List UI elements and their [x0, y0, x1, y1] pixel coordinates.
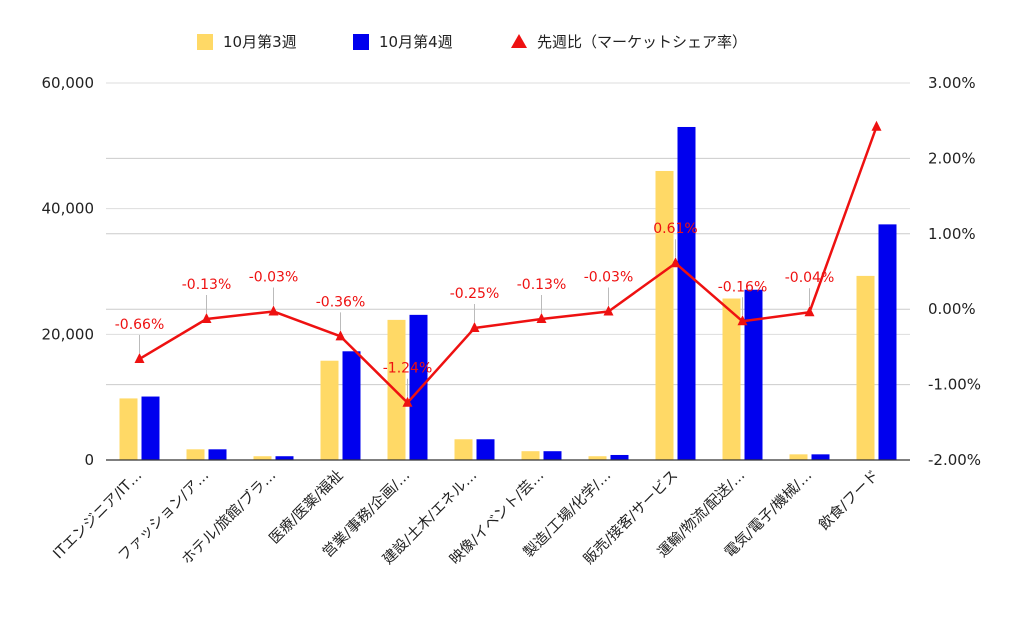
y-right-tick-label: -1.00% [928, 376, 981, 394]
bar [789, 454, 808, 460]
data-label: -0.36% [316, 294, 366, 310]
bar [253, 456, 272, 460]
triangle-marker [603, 305, 614, 316]
bar [119, 398, 138, 460]
bar [588, 456, 607, 460]
triangle-marker [536, 313, 547, 324]
bar [744, 289, 763, 460]
triangle-marker [804, 306, 815, 317]
triangle-marker [871, 120, 882, 131]
bar [186, 449, 205, 460]
bar [543, 451, 562, 460]
bar [409, 314, 428, 460]
triangle-marker [268, 305, 279, 316]
legend-triangle-icon [511, 34, 527, 48]
y-right-tick-label: 1.00% [928, 225, 976, 243]
y-right-tick-label: 3.00% [928, 74, 976, 92]
bar [722, 298, 741, 460]
bar [342, 351, 361, 460]
bar [476, 439, 495, 460]
legend: 10月第3週 10月第4週 先週比（マーケットシェア率） [197, 33, 747, 51]
bar [320, 360, 339, 460]
y-left-tick-label: 0 [84, 451, 94, 469]
triangle-marker [670, 257, 681, 268]
data-label: -0.13% [182, 277, 232, 293]
bar [610, 454, 629, 460]
data-label: 0.61% [653, 221, 697, 237]
bar [208, 449, 227, 460]
bar [454, 439, 473, 460]
legend-swatch [197, 34, 213, 50]
bar [141, 396, 160, 460]
data-label: -0.04% [785, 270, 835, 286]
bar [521, 451, 540, 460]
triangle-marker [201, 313, 212, 324]
share-line-path [138, 126, 878, 404]
bar [677, 126, 696, 460]
bar [856, 275, 875, 460]
legend-label: 10月第4週 [379, 33, 453, 51]
legend-label: 先週比（マーケットシェア率） [537, 33, 747, 51]
triangle-marker [469, 322, 480, 333]
axes: -2.00% -1.00% 0.00% 1.00% 2.00% 3.00% 0 20,000 4… [42, 74, 982, 568]
data-label: -0.13% [517, 277, 567, 293]
bar [387, 319, 406, 460]
y-right-tick-label: 0.00% [928, 300, 976, 318]
data-label: -0.16% [718, 279, 768, 295]
x-tick-label: 飲食/フード [816, 467, 883, 534]
legend-label: 10月第3週 [223, 33, 297, 51]
legend-swatch [353, 34, 369, 50]
y-left-tick-label: 60,000 [42, 74, 95, 92]
bar [275, 456, 294, 460]
bar [878, 224, 897, 460]
bar [655, 170, 674, 460]
data-label: -0.66% [115, 317, 165, 333]
bars [119, 126, 897, 460]
triangle-marker [335, 330, 346, 341]
y-right-tick-label: -2.00% [928, 451, 981, 469]
triangle-marker [737, 315, 748, 326]
y-left-tick-label: 20,000 [42, 325, 95, 343]
triangle-marker [402, 396, 413, 407]
data-label: -0.03% [249, 269, 299, 285]
triangle-marker [134, 352, 145, 363]
data-label: -0.25% [450, 286, 500, 302]
share-line [134, 120, 882, 407]
bar [811, 454, 830, 460]
data-labels: -0.66% -0.13% -0.03% -0.36% -1.24% -0.25% -0.1… [115, 221, 835, 397]
y-left-tick-label: 40,000 [42, 200, 95, 218]
data-label: -0.03% [584, 269, 634, 285]
y-right-tick-label: 2.00% [928, 149, 976, 167]
data-label: -1.24% [383, 361, 433, 377]
